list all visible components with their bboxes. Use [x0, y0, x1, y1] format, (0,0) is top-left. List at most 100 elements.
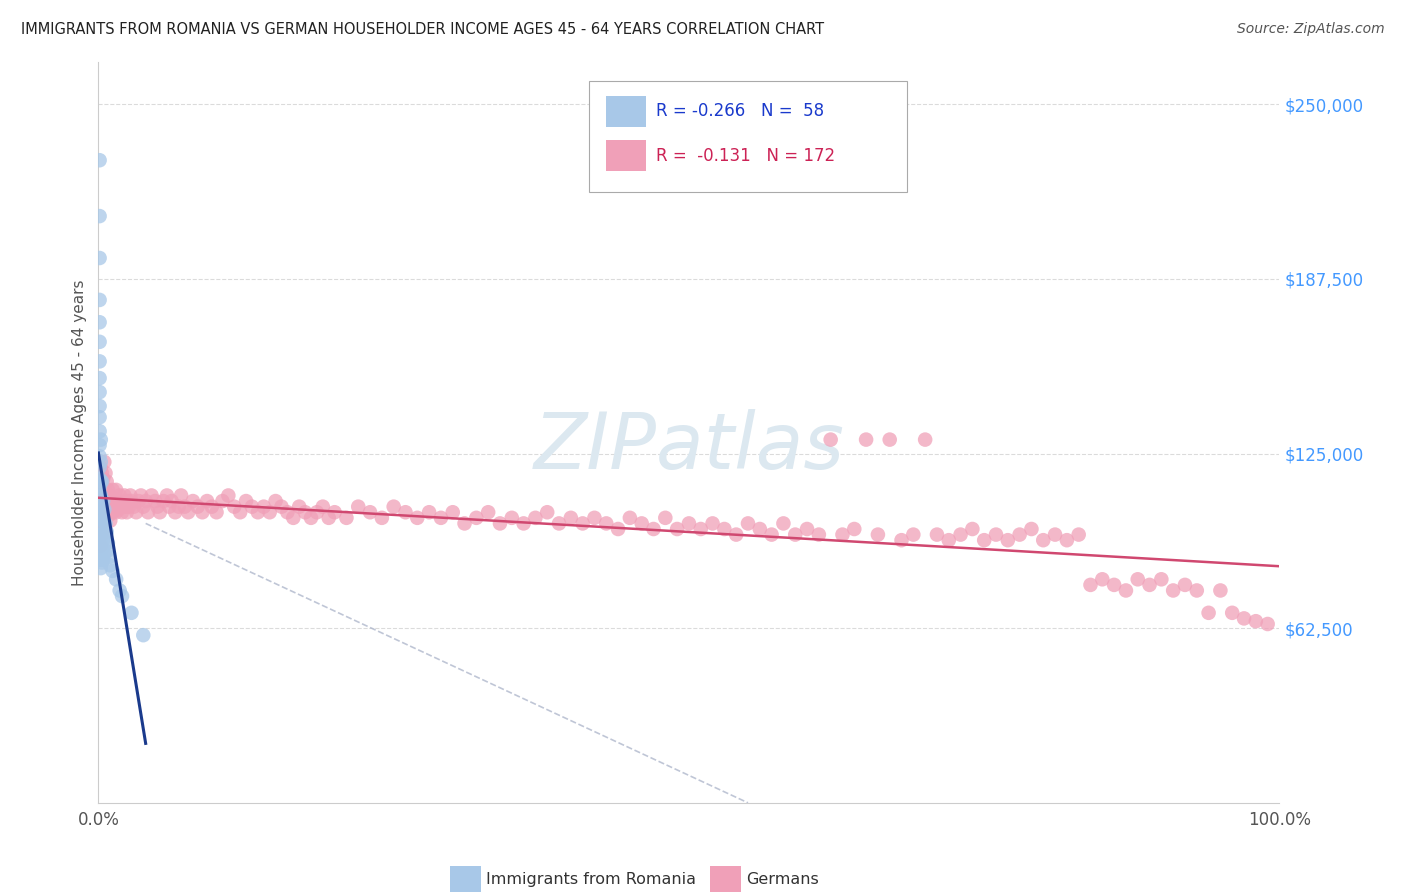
Point [100, 500, 122, 514]
Point [359, 505, 381, 519]
Point [125, 505, 148, 519]
Point [89, 460, 111, 475]
Point [702, 516, 724, 531]
FancyBboxPatch shape [589, 81, 907, 192]
Point [630, 516, 652, 531]
Point [101, 564, 124, 578]
Point [796, 522, 818, 536]
Point [89, 530, 111, 544]
Point [90, 488, 112, 502]
Point [132, 628, 155, 642]
Point [89, 385, 111, 400]
Point [501, 511, 523, 525]
Point [866, 527, 889, 541]
Point [465, 511, 488, 525]
Point [90, 433, 112, 447]
Point [93, 547, 115, 561]
Point [98, 494, 121, 508]
Point [98, 514, 121, 528]
Point [96, 524, 118, 539]
Point [938, 533, 960, 548]
Point [94, 536, 117, 550]
Point [536, 505, 558, 519]
Point [141, 488, 163, 502]
Point [1126, 572, 1149, 586]
Point [132, 500, 155, 514]
Point [1161, 583, 1184, 598]
Point [678, 516, 700, 531]
Point [489, 516, 512, 531]
Point [93, 483, 115, 497]
Point [165, 505, 187, 519]
Point [112, 488, 135, 502]
Point [115, 505, 138, 519]
Point [157, 500, 180, 514]
Point [149, 505, 172, 519]
Point [997, 533, 1019, 548]
Point [120, 488, 142, 502]
Point [101, 483, 124, 497]
Point [89, 480, 111, 494]
Point [973, 533, 995, 548]
Point [1185, 583, 1208, 598]
Point [725, 527, 748, 541]
Point [98, 549, 121, 564]
Point [129, 488, 152, 502]
FancyBboxPatch shape [606, 140, 647, 171]
Point [98, 558, 121, 573]
Point [229, 505, 252, 519]
Point [382, 500, 405, 514]
Point [761, 527, 783, 541]
Text: ZIPatlas: ZIPatlas [533, 409, 845, 485]
Point [97, 502, 120, 516]
Point [91, 527, 114, 541]
Text: Germans: Germans [745, 871, 818, 887]
Point [91, 488, 114, 502]
Point [89, 475, 111, 489]
Text: R = -0.266   N =  58: R = -0.266 N = 58 [655, 103, 824, 120]
Point [737, 516, 759, 531]
Point [91, 494, 114, 508]
Point [89, 472, 111, 486]
Point [903, 527, 925, 541]
Point [879, 433, 901, 447]
Point [1102, 578, 1125, 592]
Point [560, 511, 582, 525]
Point [195, 494, 218, 508]
Point [785, 527, 807, 541]
Point [187, 500, 209, 514]
Point [93, 524, 115, 539]
Point [259, 505, 281, 519]
Point [246, 505, 269, 519]
Point [191, 505, 214, 519]
Point [94, 488, 117, 502]
Point [97, 483, 120, 497]
Point [111, 589, 134, 603]
Point [90, 455, 112, 469]
Point [890, 533, 912, 548]
Point [108, 488, 131, 502]
Point [299, 511, 322, 525]
Point [90, 475, 112, 489]
Point [105, 505, 128, 519]
Point [91, 475, 114, 489]
Point [1056, 533, 1078, 548]
Point [89, 502, 111, 516]
Point [371, 511, 394, 525]
Point [1220, 606, 1243, 620]
Point [1174, 578, 1197, 592]
Point [97, 536, 120, 550]
Text: Immigrants from Romania: Immigrants from Romania [486, 871, 696, 887]
Point [318, 511, 340, 525]
Point [91, 541, 114, 556]
Point [394, 505, 416, 519]
FancyBboxPatch shape [710, 866, 741, 892]
Point [143, 494, 166, 508]
Point [1091, 572, 1114, 586]
Point [89, 450, 111, 464]
Point [654, 511, 676, 525]
Point [89, 424, 111, 438]
Text: Source: ZipAtlas.com: Source: ZipAtlas.com [1237, 22, 1385, 37]
Point [90, 536, 112, 550]
Point [90, 519, 112, 533]
